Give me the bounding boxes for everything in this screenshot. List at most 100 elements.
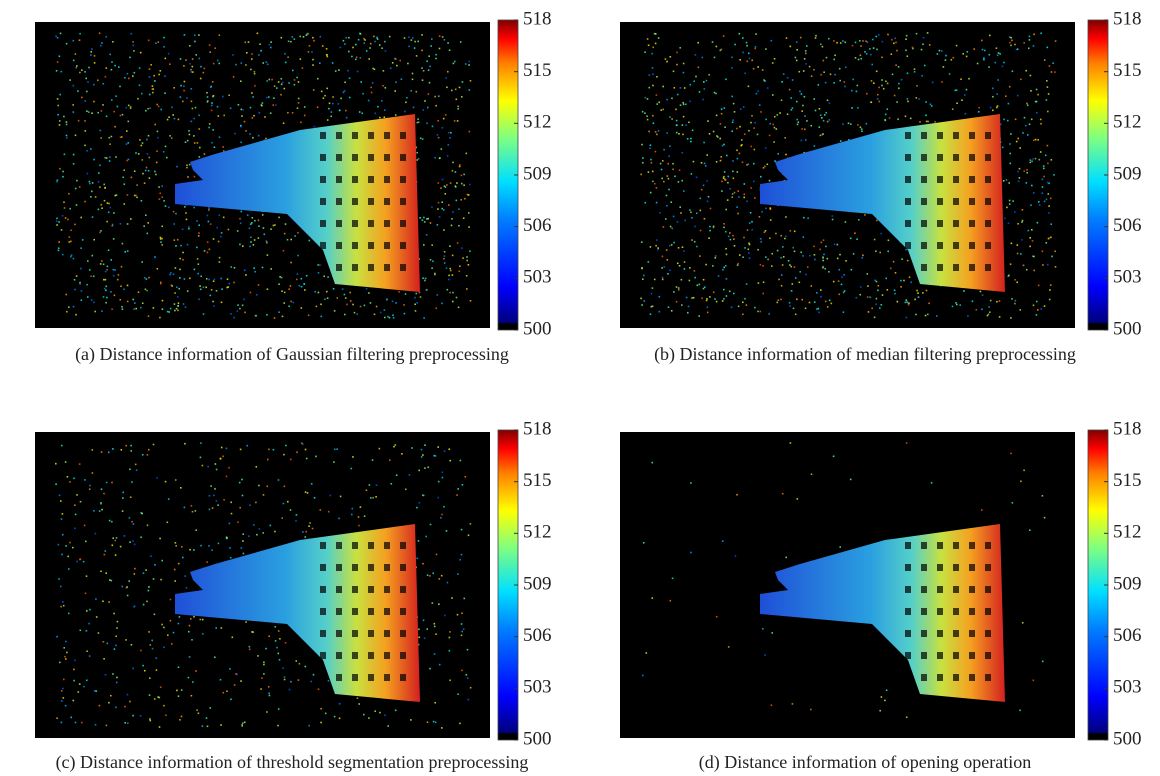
noise-point — [192, 681, 194, 683]
window — [400, 176, 406, 183]
noise-point — [163, 37, 165, 39]
noise-point — [755, 33, 757, 35]
noise-point — [742, 52, 744, 54]
noise-point — [650, 159, 652, 161]
noise-point — [852, 79, 854, 81]
noise-point — [725, 179, 727, 181]
noise-point — [243, 553, 245, 555]
noise-point — [145, 110, 147, 112]
noise-point — [66, 311, 68, 313]
noise-point — [274, 224, 276, 226]
noise-point — [112, 448, 114, 450]
noise-point — [308, 315, 310, 317]
noise-point — [996, 93, 998, 95]
noise-point — [1010, 453, 1012, 455]
noise-point — [468, 64, 470, 66]
noise-point — [327, 56, 329, 58]
noise-point — [457, 488, 459, 490]
noise-point — [109, 579, 111, 581]
noise-point — [655, 33, 657, 35]
noise-point — [410, 90, 412, 92]
window — [921, 242, 927, 249]
window — [969, 198, 975, 205]
noise-point — [79, 463, 81, 465]
noise-point — [931, 482, 933, 484]
noise-point — [820, 296, 822, 298]
noise-point — [190, 69, 192, 71]
noise-point — [56, 181, 58, 183]
noise-point — [109, 54, 111, 56]
noise-point — [156, 657, 158, 659]
colorbar-tick-label: 518 — [523, 8, 552, 29]
noise-point — [368, 58, 370, 60]
noise-point — [732, 235, 734, 237]
noise-point — [885, 114, 887, 116]
noise-point — [158, 41, 160, 43]
noise-point — [683, 190, 685, 192]
noise-point — [154, 614, 156, 616]
noise-point — [149, 76, 151, 78]
noise-point — [285, 223, 287, 225]
noise-point — [274, 85, 276, 87]
noise-point — [690, 212, 692, 214]
noise-point — [919, 121, 921, 123]
noise-point — [235, 64, 237, 66]
noise-point — [774, 58, 776, 60]
noise-point — [811, 75, 813, 77]
noise-point — [981, 509, 983, 511]
noise-point — [219, 63, 221, 65]
noise-point — [288, 288, 290, 290]
noise-point — [769, 123, 771, 125]
noise-point — [254, 271, 256, 273]
noise-point — [196, 709, 198, 711]
window — [400, 198, 406, 205]
noise-point — [887, 289, 889, 291]
noise-point — [268, 693, 270, 695]
noise-point — [907, 73, 909, 75]
noise-point — [210, 485, 212, 487]
noise-point — [765, 256, 767, 258]
noise-point — [56, 636, 58, 638]
noise-point — [132, 41, 134, 43]
noise-point — [896, 50, 898, 52]
noise-point — [869, 297, 871, 299]
noise-point — [205, 287, 207, 289]
noise-point — [168, 311, 170, 313]
noise-point — [160, 109, 162, 111]
noise-point — [809, 66, 811, 68]
noise-point — [318, 688, 320, 690]
noise-point — [909, 276, 911, 278]
noise-point — [859, 294, 861, 296]
noise-point — [57, 98, 59, 100]
noise-point — [679, 47, 681, 49]
noise-point — [266, 241, 268, 243]
noise-point — [103, 658, 105, 660]
noise-point — [444, 262, 446, 264]
noise-point — [431, 38, 433, 40]
noise-point — [332, 103, 334, 105]
noise-point — [112, 673, 114, 675]
noise-point — [648, 45, 650, 47]
noise-point — [315, 456, 317, 458]
noise-point — [217, 106, 219, 108]
noise-point — [450, 182, 452, 184]
noise-point — [928, 303, 930, 305]
noise-point — [703, 288, 705, 290]
noise-point — [656, 94, 658, 96]
noise-point — [1017, 244, 1019, 246]
noise-point — [296, 660, 298, 662]
noise-point — [298, 102, 300, 104]
noise-point — [128, 142, 130, 144]
noise-point — [59, 662, 61, 664]
window — [320, 264, 326, 271]
noise-point — [384, 116, 386, 118]
noise-point — [405, 293, 407, 295]
noise-point — [300, 58, 302, 60]
window — [937, 652, 943, 659]
colorbar-tick-label: 503 — [523, 267, 552, 288]
noise-point — [81, 69, 83, 71]
noise-point — [189, 164, 191, 166]
noise-point — [254, 239, 256, 241]
noise-point — [771, 704, 773, 706]
noise-point — [133, 523, 135, 525]
